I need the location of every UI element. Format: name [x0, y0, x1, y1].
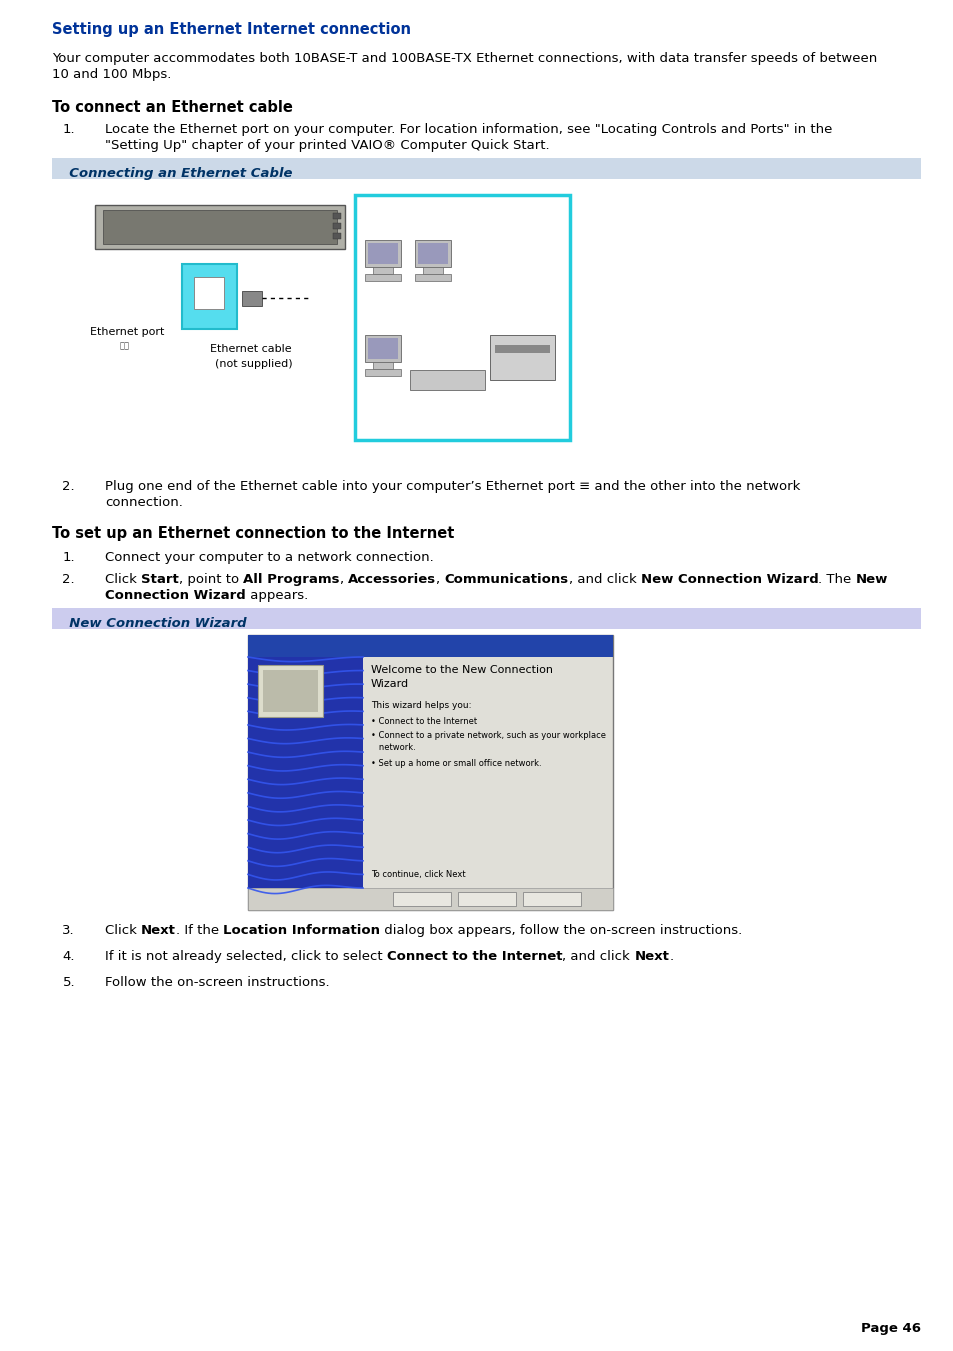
FancyBboxPatch shape — [103, 209, 336, 245]
FancyBboxPatch shape — [355, 195, 569, 440]
Text: < Back: < Back — [407, 894, 436, 904]
FancyBboxPatch shape — [52, 158, 920, 178]
Text: Click: Click — [105, 573, 141, 586]
Text: 1.: 1. — [62, 123, 75, 136]
Text: Plug one end of the Ethernet cable into your computer’s Ethernet port ≡ and the : Plug one end of the Ethernet cable into … — [105, 480, 800, 493]
FancyBboxPatch shape — [373, 267, 393, 274]
Text: Cancel: Cancel — [537, 894, 566, 904]
Text: Next: Next — [141, 924, 175, 938]
Text: New Connection Wizard: New Connection Wizard — [60, 616, 247, 630]
Text: , and click: , and click — [561, 950, 634, 963]
Text: Your computer accommodates both 10BASE-T and 100BASE-TX Ethernet connections, wi: Your computer accommodates both 10BASE-T… — [52, 51, 877, 65]
FancyBboxPatch shape — [333, 213, 340, 219]
Text: connection.: connection. — [105, 496, 183, 509]
FancyBboxPatch shape — [242, 290, 262, 305]
FancyBboxPatch shape — [368, 243, 397, 263]
FancyBboxPatch shape — [393, 892, 451, 907]
Text: appears.: appears. — [246, 589, 308, 603]
Text: This wizard helps you:: This wizard helps you: — [371, 701, 471, 711]
Text: , and click: , and click — [568, 573, 640, 586]
FancyBboxPatch shape — [52, 178, 920, 465]
Text: 1.: 1. — [62, 551, 75, 563]
FancyBboxPatch shape — [248, 888, 613, 911]
Text: Wizard: Wizard — [371, 680, 409, 689]
Text: ⩱⩱: ⩱⩱ — [120, 340, 130, 350]
Text: Ethernet port: Ethernet port — [90, 327, 164, 336]
FancyBboxPatch shape — [373, 362, 393, 369]
Text: Start: Start — [141, 573, 178, 586]
Text: Follow the on-screen instructions.: Follow the on-screen instructions. — [105, 975, 329, 989]
Text: Communications: Communications — [444, 573, 568, 586]
Text: 5.: 5. — [62, 975, 75, 989]
Text: Connect to the Internet: Connect to the Internet — [386, 950, 561, 963]
Text: Connecting an Ethernet Cable: Connecting an Ethernet Cable — [60, 166, 293, 180]
Text: dialog box appears, follow the on-screen instructions.: dialog box appears, follow the on-screen… — [380, 924, 741, 938]
FancyBboxPatch shape — [263, 670, 317, 712]
Text: 2.: 2. — [62, 480, 75, 493]
Text: Locate the Ethernet port on your computer. For location information, see "Locati: Locate the Ethernet port on your compute… — [105, 123, 831, 136]
FancyBboxPatch shape — [333, 232, 340, 239]
Text: New Connection Wizard: New Connection Wizard — [640, 573, 818, 586]
FancyBboxPatch shape — [410, 370, 484, 390]
Text: ,: , — [436, 573, 444, 586]
Text: network.: network. — [371, 743, 416, 753]
FancyBboxPatch shape — [495, 345, 550, 353]
Text: . If the: . If the — [175, 924, 223, 938]
Text: New: New — [855, 573, 887, 586]
Text: 2.: 2. — [62, 573, 75, 586]
Text: 3.: 3. — [62, 924, 75, 938]
Text: Setting up an Ethernet Internet connection: Setting up an Ethernet Internet connecti… — [52, 22, 411, 36]
Text: 10 and 100 Mbps.: 10 and 100 Mbps. — [52, 68, 172, 81]
Text: Ethernet cable: Ethernet cable — [210, 345, 292, 354]
Text: All Programs: All Programs — [243, 573, 339, 586]
FancyBboxPatch shape — [95, 205, 345, 249]
Text: Connection Wizard: Connection Wizard — [105, 589, 246, 603]
Text: Accessories: Accessories — [348, 573, 436, 586]
FancyBboxPatch shape — [248, 635, 613, 911]
FancyBboxPatch shape — [415, 240, 451, 267]
FancyBboxPatch shape — [182, 263, 236, 330]
Text: Next >: Next > — [472, 894, 501, 904]
Text: To connect an Ethernet cable: To connect an Ethernet cable — [52, 100, 293, 115]
Text: . The: . The — [818, 573, 855, 586]
Text: , point to: , point to — [178, 573, 243, 586]
FancyBboxPatch shape — [457, 892, 516, 907]
FancyBboxPatch shape — [365, 369, 400, 376]
FancyBboxPatch shape — [417, 243, 448, 263]
FancyBboxPatch shape — [490, 335, 555, 380]
FancyBboxPatch shape — [248, 635, 613, 657]
Text: 4.: 4. — [62, 950, 75, 963]
Text: Location Information: Location Information — [223, 924, 380, 938]
Text: Connect your computer to a network connection.: Connect your computer to a network conne… — [105, 551, 434, 563]
Text: Click: Click — [105, 924, 141, 938]
FancyBboxPatch shape — [368, 338, 397, 359]
FancyBboxPatch shape — [522, 892, 580, 907]
Text: New Connection Wizard: New Connection Wizard — [253, 639, 377, 648]
Text: (not supplied): (not supplied) — [214, 359, 293, 369]
Text: • Connect to a private network, such as your workplace: • Connect to a private network, such as … — [371, 731, 605, 740]
Text: • Set up a home or small office network.: • Set up a home or small office network. — [371, 759, 541, 767]
FancyBboxPatch shape — [248, 657, 363, 888]
FancyBboxPatch shape — [257, 665, 323, 717]
Text: Page 46: Page 46 — [860, 1323, 920, 1335]
Text: "Setting Up" chapter of your printed VAIO® Computer Quick Start.: "Setting Up" chapter of your printed VAI… — [105, 139, 549, 153]
Text: To set up an Ethernet connection to the Internet: To set up an Ethernet connection to the … — [52, 526, 455, 540]
Text: ,: , — [339, 573, 348, 586]
FancyBboxPatch shape — [193, 277, 224, 309]
FancyBboxPatch shape — [365, 240, 400, 267]
Text: • Connect to the Internet: • Connect to the Internet — [371, 717, 476, 725]
FancyBboxPatch shape — [52, 608, 920, 630]
FancyBboxPatch shape — [365, 335, 400, 362]
Text: Welcome to the New Connection: Welcome to the New Connection — [371, 665, 553, 676]
FancyBboxPatch shape — [415, 274, 451, 281]
Text: To continue, click Next: To continue, click Next — [371, 870, 465, 880]
Text: Next: Next — [634, 950, 668, 963]
FancyBboxPatch shape — [333, 223, 340, 230]
Text: If it is not already selected, click to select: If it is not already selected, click to … — [105, 950, 386, 963]
Text: .: . — [668, 950, 673, 963]
FancyBboxPatch shape — [365, 274, 400, 281]
FancyBboxPatch shape — [422, 267, 442, 274]
